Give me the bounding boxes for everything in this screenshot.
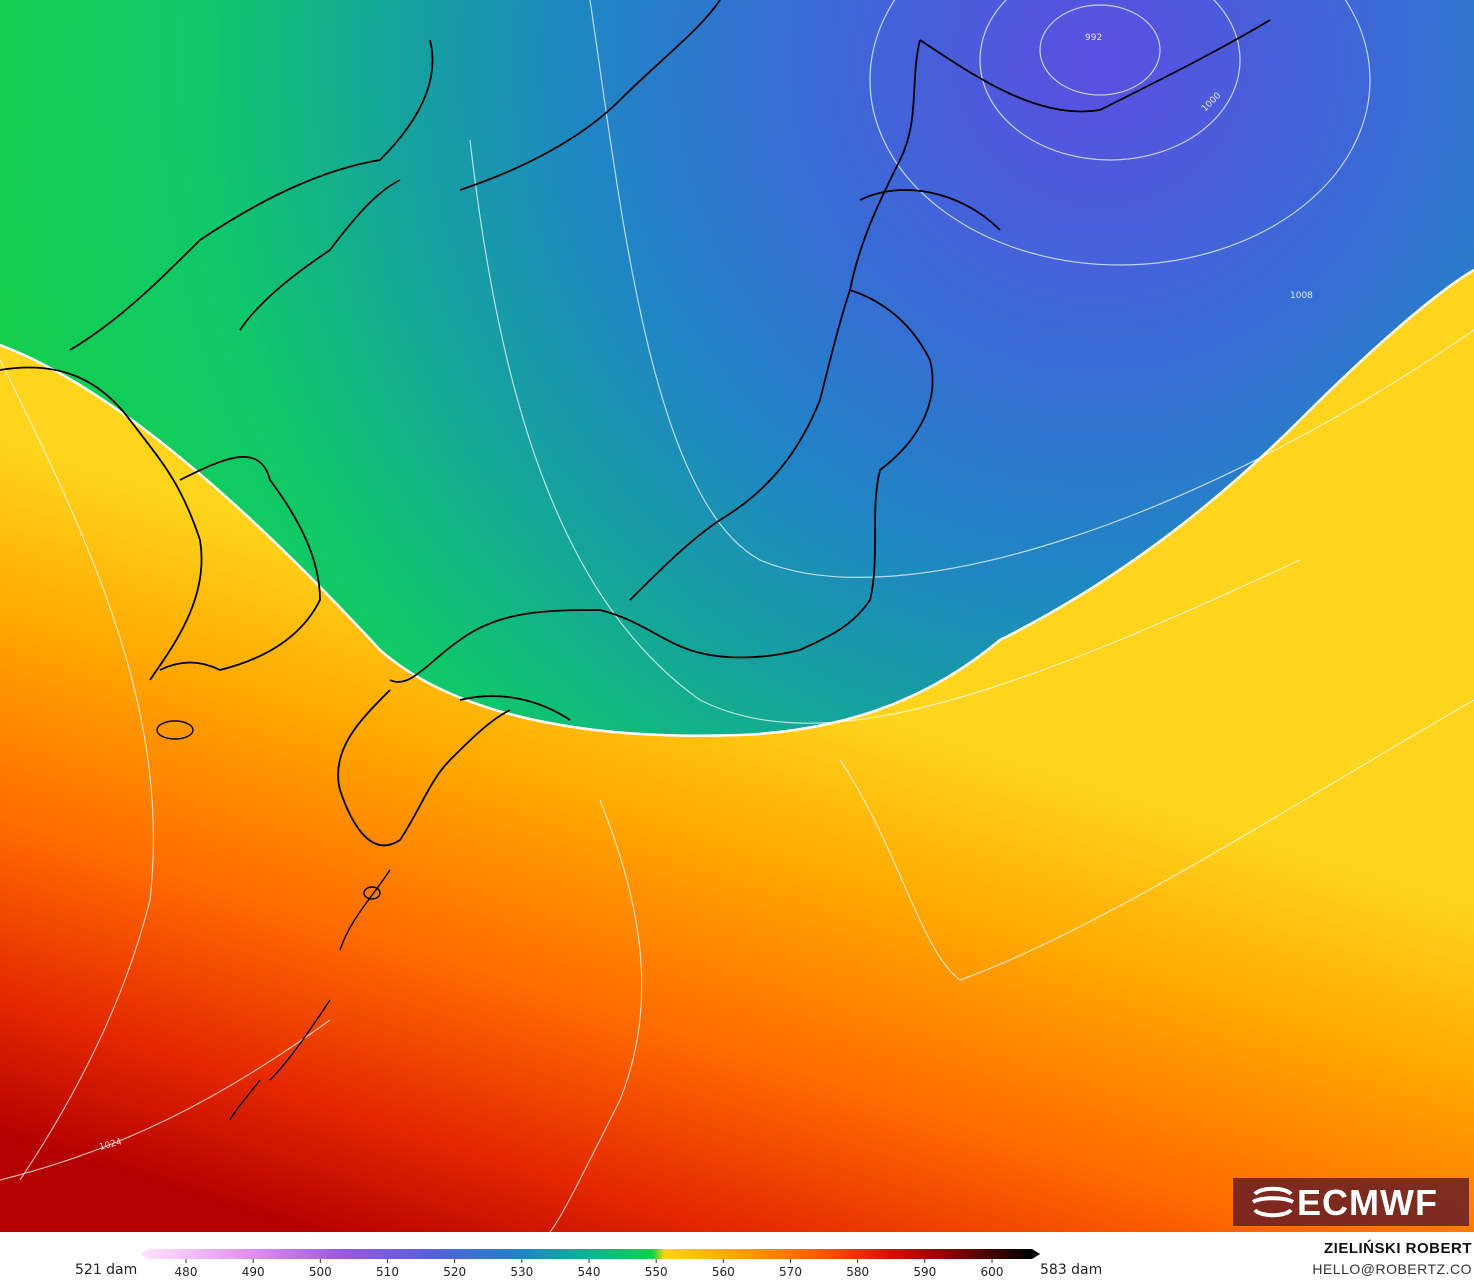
color-scale-tick-label: 560 — [712, 1265, 735, 1279]
coastline-korea-china — [0, 39, 434, 681]
color-scale-left-arrow — [140, 1249, 148, 1259]
warm-air-field — [0, 270, 1474, 1232]
ecmwf-logo-text: ECMWF — [1297, 1182, 1438, 1223]
isobar-label-992: 992 — [1085, 33, 1102, 43]
color-scale-band — [148, 1249, 1032, 1259]
color-scale-tick-label: 520 — [443, 1265, 466, 1279]
isobar-label-1008: 1008 — [1290, 291, 1313, 301]
color-scale-tick-label: 550 — [645, 1265, 668, 1279]
color-scale-tick-label: 510 — [376, 1265, 399, 1279]
color-scale-tick-label: 490 — [242, 1265, 265, 1279]
color-scale-tick-label: 500 — [309, 1265, 332, 1279]
color-scale-ticks: 480 490 500 510 520 530 540 550 560 570 580 590 600 — [175, 1259, 1004, 1279]
weather-map: 992 1000 1008 1024 — [0, 0, 1474, 1232]
color-scale-right-arrow — [1032, 1249, 1040, 1259]
author-email: HELLO@ROBERTZ.CO — [1312, 1261, 1472, 1277]
ecmwf-logo-icon — [1251, 1186, 1295, 1218]
color-scale-tick-label: 570 — [779, 1265, 802, 1279]
color-scale-tick-label: 600 — [981, 1265, 1004, 1279]
author-name: ZIELIŃSKI ROBERT — [1323, 1240, 1472, 1257]
coastline-russia — [459, 0, 1271, 231]
legend-min-label: 521 dam — [75, 1262, 138, 1278]
legend-max-label: 583 dam — [1040, 1262, 1103, 1278]
color-scale-tick-label: 580 — [846, 1265, 869, 1279]
coastline-japan — [337, 39, 934, 847]
color-scale-tick-label: 590 — [913, 1265, 936, 1279]
ecmwf-logo: ECMWF — [1233, 1178, 1469, 1226]
island-chain — [156, 720, 391, 1121]
isobar-lines — [0, 0, 1474, 1232]
color-scale-tick-label: 480 — [175, 1265, 198, 1279]
color-scale-tick-label: 530 — [510, 1265, 533, 1279]
color-scale-tick-label: 540 — [578, 1265, 601, 1279]
footer-bar — [0, 1232, 1474, 1287]
color-scale-bar: 480 490 500 510 520 530 540 550 560 570 580 590 600 — [140, 1249, 1040, 1279]
